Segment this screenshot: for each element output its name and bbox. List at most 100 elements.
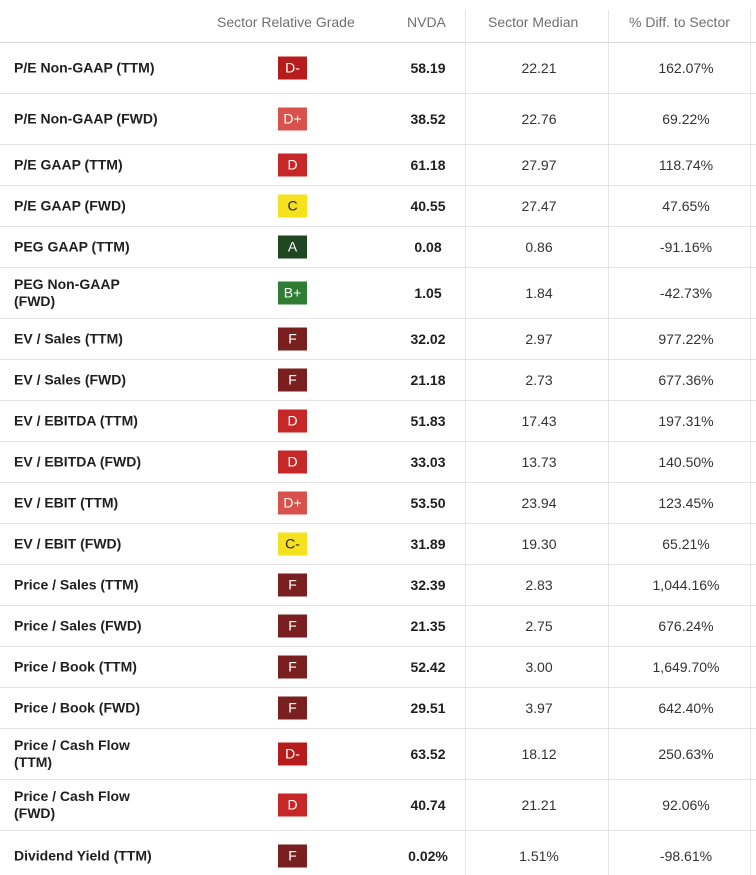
nvda-value: 40.74: [410, 797, 446, 813]
grade-badge: A: [278, 235, 307, 259]
grade-badge: D: [278, 153, 307, 177]
diff-to-sector-value: 1,044.16%: [652, 577, 720, 593]
sector-median-value: 3.00: [525, 659, 553, 675]
grade-badge: D+: [278, 491, 307, 515]
table-body: P/E Non-GAAP (TTM) D- 58.19 22.21 162.07% P/E…: [0, 43, 756, 875]
grade-badge: D: [278, 409, 307, 433]
diff-to-sector-value: 140.50%: [658, 454, 714, 470]
metric-label: EV / EBITDA (TTM): [14, 412, 138, 429]
table-row: Price / Book (TTM) F 52.42 3.00 1,649.70%: [0, 647, 756, 688]
nvda-value: 53.50: [410, 495, 446, 511]
nvda-value: 0.08: [414, 239, 442, 255]
metric-label: EV / Sales (FWD): [14, 371, 127, 388]
grade-badge: F: [278, 573, 307, 597]
nvda-value: 51.83: [410, 413, 446, 429]
nvda-value: 1.05: [414, 285, 442, 301]
diff-to-sector-value: 676.24%: [658, 618, 714, 634]
nvda-value: 38.52: [410, 111, 446, 127]
metric-label: Dividend Yield (TTM): [14, 847, 152, 864]
table-row: Dividend Yield (TTM) F 0.02% 1.51% -98.61%: [0, 831, 756, 875]
grade-badge: F: [278, 614, 307, 638]
grade-badge: D: [278, 450, 307, 474]
metric-label: Price / Cash Flow (TTM): [14, 737, 130, 770]
grade-badge: F: [278, 655, 307, 679]
sector-median-value: 2.73: [525, 372, 553, 388]
table-row: Price / Sales (TTM) F 32.39 2.83 1,044.16%: [0, 565, 756, 606]
grade-badge: D-: [278, 742, 307, 766]
diff-to-sector-value: 1,649.70%: [652, 659, 720, 675]
table-header: Sector Relative Grade NVDA Sector Median…: [0, 0, 756, 43]
sector-median-value: 3.97: [525, 700, 553, 716]
column-divider: [465, 10, 466, 875]
sector-median-value: 0.86: [525, 239, 553, 255]
table-row: EV / Sales (TTM) F 32.02 2.97 977.22%: [0, 319, 756, 360]
sector-median-value: 13.73: [521, 454, 557, 470]
metric-label: Price / Sales (TTM): [14, 576, 139, 593]
grade-badge: F: [278, 844, 307, 868]
diff-to-sector-value: 642.40%: [658, 700, 714, 716]
nvda-value: 21.18: [410, 372, 446, 388]
diff-to-sector-value: 250.63%: [658, 746, 714, 762]
metric-label: P/E GAAP (TTM): [14, 156, 123, 173]
sector-median-value: 2.97: [525, 331, 553, 347]
metric-label: Price / Book (TTM): [14, 658, 137, 675]
sector-median-value: 27.97: [521, 157, 557, 173]
table-row: P/E GAAP (FWD) C 40.55 27.47 47.65%: [0, 186, 756, 227]
table-row: P/E GAAP (TTM) D 61.18 27.97 118.74%: [0, 145, 756, 186]
table-row: EV / Sales (FWD) F 21.18 2.73 677.36%: [0, 360, 756, 401]
sector-median-value: 27.47: [521, 198, 557, 214]
diff-to-sector-value: 118.74%: [658, 157, 714, 173]
nvda-value: 33.03: [410, 454, 446, 470]
column-divider: [750, 10, 751, 875]
diff-to-sector-value: -42.73%: [659, 285, 713, 301]
sector-median-value: 19.30: [521, 536, 557, 552]
sector-median-value: 22.76: [521, 111, 557, 127]
diff-to-sector-value: 162.07%: [658, 60, 714, 76]
nvda-value: 40.55: [410, 198, 446, 214]
sector-median-value: 22.21: [521, 60, 557, 76]
table-row: Price / Cash Flow (FWD) D 40.74 21.21 92.06%: [0, 780, 756, 831]
metric-label: EV / EBIT (FWD): [14, 535, 122, 552]
column-divider: [608, 10, 609, 875]
metric-label: P/E Non-GAAP (TTM): [14, 59, 155, 76]
diff-to-sector-value: 977.22%: [658, 331, 714, 347]
sector-median-value: 17.43: [521, 413, 557, 429]
table-row: P/E Non-GAAP (FWD) D+ 38.52 22.76 69.22%: [0, 94, 756, 145]
table-row: EV / EBIT (TTM) D+ 53.50 23.94 123.45%: [0, 483, 756, 524]
nvda-value: 52.42: [410, 659, 446, 675]
grade-badge: F: [278, 696, 307, 720]
grade-badge: F: [278, 368, 307, 392]
grade-badge: C: [278, 194, 307, 218]
table-row: P/E Non-GAAP (TTM) D- 58.19 22.21 162.07%: [0, 43, 756, 94]
header-ticker: NVDA: [407, 14, 446, 30]
nvda-value: 61.18: [410, 157, 446, 173]
header-sector-median: Sector Median: [488, 14, 579, 30]
metric-label: EV / EBIT (TTM): [14, 494, 119, 511]
sector-median-value: 1.84: [525, 285, 553, 301]
nvda-value: 21.35: [410, 618, 446, 634]
table-row: PEG GAAP (TTM) A 0.08 0.86 -91.16%: [0, 227, 756, 268]
sector-median-value: 23.94: [521, 495, 557, 511]
table-row: Price / Book (FWD) F 29.51 3.97 642.40%: [0, 688, 756, 729]
diff-to-sector-value: 92.06%: [662, 797, 710, 813]
metric-label: EV / EBITDA (FWD): [14, 453, 142, 470]
sector-median-value: 21.21: [521, 797, 557, 813]
diff-to-sector-value: 197.31%: [658, 413, 714, 429]
grade-badge: D-: [278, 56, 307, 80]
metric-label: Price / Book (FWD): [14, 699, 141, 716]
header-sector-relative-grade: Sector Relative Grade: [217, 14, 355, 30]
grade-badge: D: [278, 793, 307, 817]
table-row: EV / EBITDA (FWD) D 33.03 13.73 140.50%: [0, 442, 756, 483]
sector-median-value: 2.75: [525, 618, 553, 634]
metric-label: PEG GAAP (TTM): [14, 238, 130, 255]
diff-to-sector-value: 65.21%: [662, 536, 710, 552]
diff-to-sector-value: -98.61%: [659, 848, 713, 864]
nvda-value: 63.52: [410, 746, 446, 762]
sector-median-value: 18.12: [521, 746, 557, 762]
table-row: Price / Sales (FWD) F 21.35 2.75 676.24%: [0, 606, 756, 647]
nvda-value: 0.02%: [408, 848, 448, 864]
diff-to-sector-value: 123.45%: [658, 495, 714, 511]
sector-median-value: 2.83: [525, 577, 553, 593]
diff-to-sector-value: -91.16%: [659, 239, 713, 255]
